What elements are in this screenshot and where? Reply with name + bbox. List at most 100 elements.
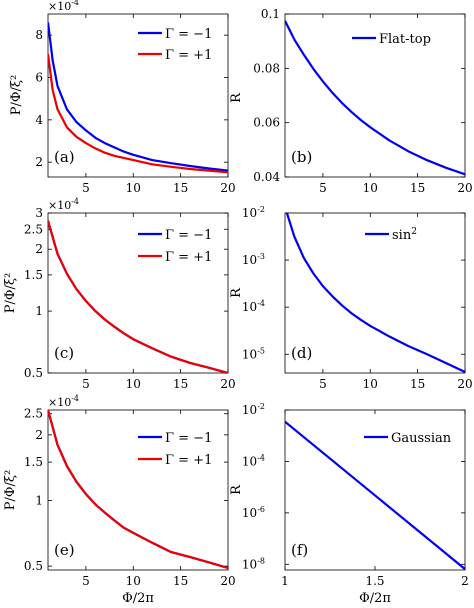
plot-area bbox=[284, 212, 466, 374]
x-tick-label: 10 bbox=[126, 377, 141, 391]
x-tick-label: 5 bbox=[319, 181, 327, 195]
legend-label: Flat-top bbox=[379, 32, 431, 47]
legend-label: Γ = +1 bbox=[165, 453, 212, 468]
y-tick-label: 0.08 bbox=[253, 61, 280, 75]
y-axis-label: R bbox=[229, 287, 244, 298]
y-tick-label: 3 bbox=[35, 206, 43, 220]
series-lines bbox=[48, 410, 228, 570]
legend-label: sin2 bbox=[392, 227, 417, 243]
y-tick-label: 10-6 bbox=[242, 505, 265, 520]
panel-c: 5 10 15 20 0.5 1 1.5 2 2.5 3 ×10-4 P/Φ/ξ² (c) Γ =… bbox=[3, 197, 236, 391]
y-tick-label: 10-2 bbox=[242, 205, 265, 220]
legend: Γ = −1 Γ = +1 bbox=[138, 228, 212, 265]
y-tick-label: 0.06 bbox=[253, 116, 280, 130]
y-tick-label: 10-5 bbox=[242, 346, 265, 361]
legend-label: Gaussian bbox=[391, 431, 452, 446]
series-line bbox=[48, 220, 228, 373]
y-tick-label: 2.5 bbox=[24, 222, 43, 236]
plot-area bbox=[47, 409, 229, 571]
y-tick-label: 2.5 bbox=[24, 407, 43, 421]
x-tick-label: 5 bbox=[82, 574, 90, 588]
x-tick-label: 20 bbox=[220, 181, 235, 195]
panel-b: 5 10 15 20 0.04 0.06 0.08 0.1 R (b) Flat-top bbox=[229, 7, 473, 195]
y-tick-label: 0.5 bbox=[24, 559, 43, 573]
series-lines bbox=[48, 22, 228, 174]
y-tick-label: 1.5 bbox=[24, 268, 43, 282]
panel-label: (c) bbox=[54, 344, 74, 362]
y-axis-label: P/Φ/ξ² bbox=[9, 75, 24, 116]
y-tick-label: 10-8 bbox=[242, 556, 265, 571]
x-tick-label: 20 bbox=[457, 181, 472, 195]
legend-label: Γ = −1 bbox=[165, 431, 212, 446]
axis-exponent: ×10-4 bbox=[48, 197, 79, 212]
legend: Flat-top bbox=[352, 32, 431, 47]
panel-label: (a) bbox=[54, 148, 75, 166]
ticks: 5 10 15 20 0.5 1 1.5 2 2.5 bbox=[24, 407, 236, 588]
axis-exponent: ×10-4 bbox=[48, 0, 79, 13]
ticks: 5 10 15 20 10-5 10-4 10-3 10-2 bbox=[242, 205, 473, 391]
x-tick-label: 10 bbox=[126, 181, 141, 195]
series-line bbox=[48, 54, 228, 174]
series-line bbox=[285, 420, 465, 570]
y-axis-label: R bbox=[229, 92, 244, 103]
x-tick-label: 15 bbox=[173, 377, 188, 391]
y-tick-label: 2 bbox=[35, 155, 43, 169]
y-axis-label: P/Φ/ξ² bbox=[3, 273, 18, 314]
x-tick-label: 2 bbox=[461, 574, 469, 588]
axis-exponent: ×10-4 bbox=[48, 394, 79, 409]
panel-a: 5 10 15 20 2 4 6 8 ×10-4 P/Φ/ξ² (a) Γ = −1 Γ = … bbox=[9, 0, 236, 195]
plot-area bbox=[284, 13, 466, 178]
panel-d: 5 10 15 20 10-5 10-4 10-3 10-2 R (d) sin2 bbox=[229, 205, 473, 391]
legend: Gaussian bbox=[364, 431, 452, 446]
y-tick-label: 0.04 bbox=[253, 170, 280, 184]
panel-label: (e) bbox=[54, 541, 75, 559]
y-tick-label: 4 bbox=[35, 113, 43, 127]
x-tick-label: 15 bbox=[173, 181, 188, 195]
legend: Γ = −1 Γ = +1 bbox=[138, 431, 212, 468]
x-tick-label: 20 bbox=[457, 377, 472, 391]
ticks: 5 10 15 20 0.5 1 1.5 2 2.5 3 bbox=[24, 206, 236, 391]
x-tick-label: 15 bbox=[173, 574, 188, 588]
x-tick-label: 15 bbox=[410, 377, 425, 391]
series-line bbox=[48, 410, 228, 570]
y-axis-label: R bbox=[229, 484, 244, 495]
x-tick-label: 5 bbox=[319, 377, 327, 391]
legend-label: Γ = +1 bbox=[165, 250, 212, 265]
series-lines bbox=[285, 420, 465, 570]
y-tick-label: 2 bbox=[35, 242, 43, 256]
x-axis-label: Φ/2π bbox=[122, 591, 154, 606]
panel-label: (b) bbox=[291, 148, 312, 166]
y-tick-label: 0.1 bbox=[261, 7, 280, 21]
legend-label: Γ = −1 bbox=[165, 27, 212, 42]
panel-e: 5 10 15 20 0.5 1 1.5 2 2.5 ×10-4 P/Φ/ξ² Φ/2π (e)… bbox=[3, 394, 236, 606]
legend-label: Γ = −1 bbox=[165, 228, 212, 243]
panel-label: (d) bbox=[291, 344, 312, 362]
series-line bbox=[48, 22, 228, 172]
x-tick-label: 1.5 bbox=[365, 574, 384, 588]
ticks: 5 10 15 20 0.04 0.06 0.08 0.1 bbox=[253, 7, 472, 195]
y-tick-label: 1 bbox=[35, 493, 43, 507]
x-tick-label: 1 bbox=[281, 574, 289, 588]
y-tick-label: 1 bbox=[35, 304, 43, 318]
legend: sin2 bbox=[365, 227, 417, 243]
y-tick-label: 6 bbox=[35, 71, 43, 85]
x-tick-label: 15 bbox=[410, 181, 425, 195]
panel-label: (f) bbox=[291, 541, 308, 559]
y-tick-label: 2 bbox=[35, 428, 43, 442]
y-tick-label: 10-4 bbox=[242, 453, 265, 468]
legend: Γ = −1 Γ = +1 bbox=[138, 27, 212, 63]
series-line bbox=[285, 20, 465, 176]
x-tick-label: 20 bbox=[220, 377, 235, 391]
x-tick-label: 10 bbox=[363, 181, 378, 195]
x-tick-label: 20 bbox=[220, 574, 235, 588]
series-lines bbox=[48, 220, 228, 373]
legend-label: Γ = +1 bbox=[165, 48, 212, 63]
series-line bbox=[48, 220, 228, 373]
x-tick-label: 5 bbox=[82, 377, 90, 391]
plot-area bbox=[47, 212, 229, 374]
x-tick-label: 10 bbox=[363, 377, 378, 391]
ticks: 1 1.5 2 10-8 10-6 10-4 10-2 bbox=[242, 402, 469, 588]
y-tick-label: 0.5 bbox=[24, 366, 43, 380]
x-tick-label: 5 bbox=[82, 181, 90, 195]
